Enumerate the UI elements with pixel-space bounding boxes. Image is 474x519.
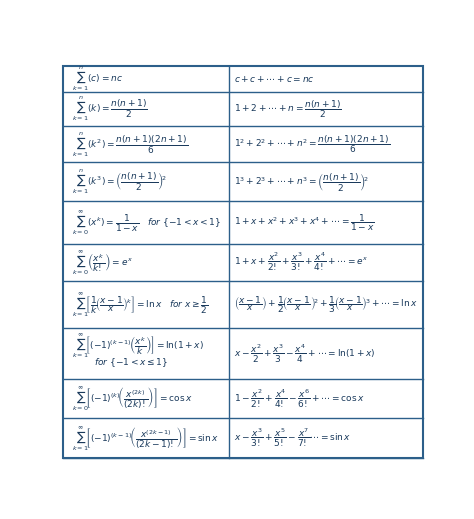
Text: $\sum_{k=1}^{n}(k^2) = \dfrac{n(n+1)(2n+1)}{6}$: $\sum_{k=1}^{n}(k^2) = \dfrac{n(n+1)(2n+… [72,130,188,159]
Text: $1^3 + 2^3 + \cdots + n^3 = \left(\dfrac{n(n+1)}{2}\right)^{\!2}$: $1^3 + 2^3 + \cdots + n^3 = \left(\dfrac… [234,171,369,193]
Text: $1 - \dfrac{x^2}{2!} + \dfrac{x^4}{4!} - \dfrac{x^6}{6!} + \cdots = \cos x$: $1 - \dfrac{x^2}{2!} + \dfrac{x^4}{4!} -… [234,388,365,410]
Text: $x - \dfrac{x^2}{2} + \dfrac{x^3}{3} - \dfrac{x^4}{4} + \cdots = \ln(1+x)$: $x - \dfrac{x^2}{2} + \dfrac{x^3}{3} - \… [234,343,376,364]
Text: $1^2 + 2^2 + \cdots + n^2 = \dfrac{n(n+1)(2n+1)}{6}$: $1^2 + 2^2 + \cdots + n^2 = \dfrac{n(n+1… [234,133,390,155]
Text: $\sum_{k=1}^{n}(k) = \dfrac{n(n+1)}{2}$: $\sum_{k=1}^{n}(k) = \dfrac{n(n+1)}{2}$ [72,94,148,124]
Text: $\sum_{k=1}^{\infty}\!\left[(-1)^{(k-1)}\!\left(\dfrac{x^k}{k}\right)\right] = \: $\sum_{k=1}^{\infty}\!\left[(-1)^{(k-1)}… [72,332,204,360]
Text: $\sum_{k=1}^{n}(k^3) = \left(\dfrac{n(n+1)}{2}\right)^{\!2}$: $\sum_{k=1}^{n}(k^3) = \left(\dfrac{n(n+… [72,167,167,196]
Text: $1 + x + x^2 + x^3 + x^4 + \cdots = \dfrac{1}{1-x}$: $1 + x + x^2 + x^3 + x^4 + \cdots = \dfr… [234,212,374,233]
Text: $c + c + \cdots + c = nc$: $c + c + \cdots + c = nc$ [234,74,315,84]
Text: $\mathit{for\ }\{-1 < x \leq 1\}$: $\mathit{for\ }\{-1 < x \leq 1\}$ [94,356,168,368]
Text: $\sum_{k=1}^{\infty}\!\left[(-1)^{(k-1)}\!\left(\dfrac{x^{(2k-1)}}{(2k-1)!}\righ: $\sum_{k=1}^{\infty}\!\left[(-1)^{(k-1)}… [72,424,219,453]
Text: $1 + x + \dfrac{x^2}{2!} + \dfrac{x^3}{3!} + \dfrac{x^4}{4!} + \cdots = e^x$: $1 + x + \dfrac{x^2}{2!} + \dfrac{x^3}{3… [234,251,369,274]
Text: $1 + 2 + \cdots + n = \dfrac{n(n+1)}{2}$: $1 + 2 + \cdots + n = \dfrac{n(n+1)}{2}$ [234,98,342,120]
Text: $\sum_{k=1}^{n}(c) = nc$: $\sum_{k=1}^{n}(c) = nc$ [72,64,123,93]
Text: $\sum_{k=0}^{\infty}\!\left[(-1)^{(k)}\!\left(\dfrac{x^{(2k)}}{(2k)!}\right)\rig: $\sum_{k=0}^{\infty}\!\left[(-1)^{(k)}\!… [72,385,193,413]
Text: $\left(\dfrac{x-1}{x}\right) + \dfrac{1}{2}\!\left(\dfrac{x-1}{x}\right)^{\!2} +: $\left(\dfrac{x-1}{x}\right) + \dfrac{1}… [234,294,418,315]
Text: $\sum_{k=1}^{\infty}\!\left[\dfrac{1}{k}\!\left(\dfrac{x-1}{x}\right)^{\!k}\righ: $\sum_{k=1}^{\infty}\!\left[\dfrac{1}{k}… [72,290,209,319]
Text: $\sum_{k=0}^{\infty}\left(\dfrac{x^k}{k!}\right) = e^x$: $\sum_{k=0}^{\infty}\left(\dfrac{x^k}{k!… [72,248,133,277]
Text: $x - \dfrac{x^3}{3!} + \dfrac{x^5}{5!} - \dfrac{x^7}{7!} \cdots = \sin x$: $x - \dfrac{x^3}{3!} + \dfrac{x^5}{5!} -… [234,427,351,449]
Text: $\sum_{k=0}^{\infty}(x^k) = \dfrac{1}{1-x} \quad \mathit{for\ }\{-1 < x < 1\}$: $\sum_{k=0}^{\infty}(x^k) = \dfrac{1}{1-… [72,208,221,237]
